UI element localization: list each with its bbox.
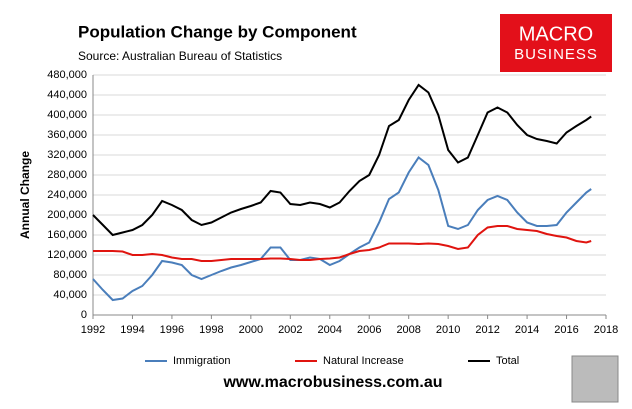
series-line — [93, 225, 592, 262]
logo-text: MACRO — [519, 23, 593, 45]
legend-label: Total — [496, 355, 519, 367]
y-tick-label: 40,000 — [53, 289, 87, 301]
x-tick-label: 2004 — [318, 324, 342, 336]
x-tick-label: 2010 — [436, 324, 460, 336]
logo-text: BUSINESS — [514, 46, 598, 63]
y-tick-label: 120,000 — [47, 249, 87, 261]
y-tick-label: 200,000 — [47, 209, 87, 221]
x-tick-label: 1996 — [160, 324, 184, 336]
logo-box — [500, 14, 612, 72]
y-tick-label: 0 — [81, 309, 87, 321]
y-tick-label: 440,000 — [47, 89, 87, 101]
x-tick-label: 2002 — [278, 324, 302, 336]
legend-label: Natural Increase — [323, 355, 404, 367]
chart-subtitle: Source: Australian Bureau of Statistics — [78, 49, 282, 63]
x-tick-label: 1992 — [81, 324, 105, 336]
y-tick-label: 480,000 — [47, 69, 87, 81]
series-line — [92, 156, 592, 302]
y-tick-label: 240,000 — [47, 189, 87, 201]
x-tick-label: 2014 — [515, 324, 539, 336]
y-axis-label: Annual Change — [18, 151, 32, 239]
y-tick-label: 320,000 — [47, 149, 87, 161]
y-tick-label: 80,000 — [53, 269, 87, 281]
x-tick-label: 2000 — [239, 324, 263, 336]
x-tick-label: 2018 — [594, 324, 618, 336]
x-tick-label: 2012 — [475, 324, 499, 336]
chart-title: Population Change by Component — [78, 22, 357, 41]
x-tick-label: 2008 — [396, 324, 420, 336]
legend-label: Immigration — [173, 355, 230, 367]
x-tick-label: 2016 — [554, 324, 578, 336]
y-tick-label: 400,000 — [47, 109, 87, 121]
x-tick-label: 1998 — [199, 324, 223, 336]
website: www.macrobusiness.com.au — [222, 374, 442, 391]
x-tick-label: 1994 — [120, 324, 144, 336]
series-line — [92, 83, 592, 237]
logo-icon — [571, 355, 619, 403]
y-tick-label: 160,000 — [47, 229, 87, 241]
y-tick-label: 360,000 — [47, 129, 87, 141]
x-tick-label: 2006 — [357, 324, 381, 336]
y-tick-label: 280,000 — [47, 169, 87, 181]
